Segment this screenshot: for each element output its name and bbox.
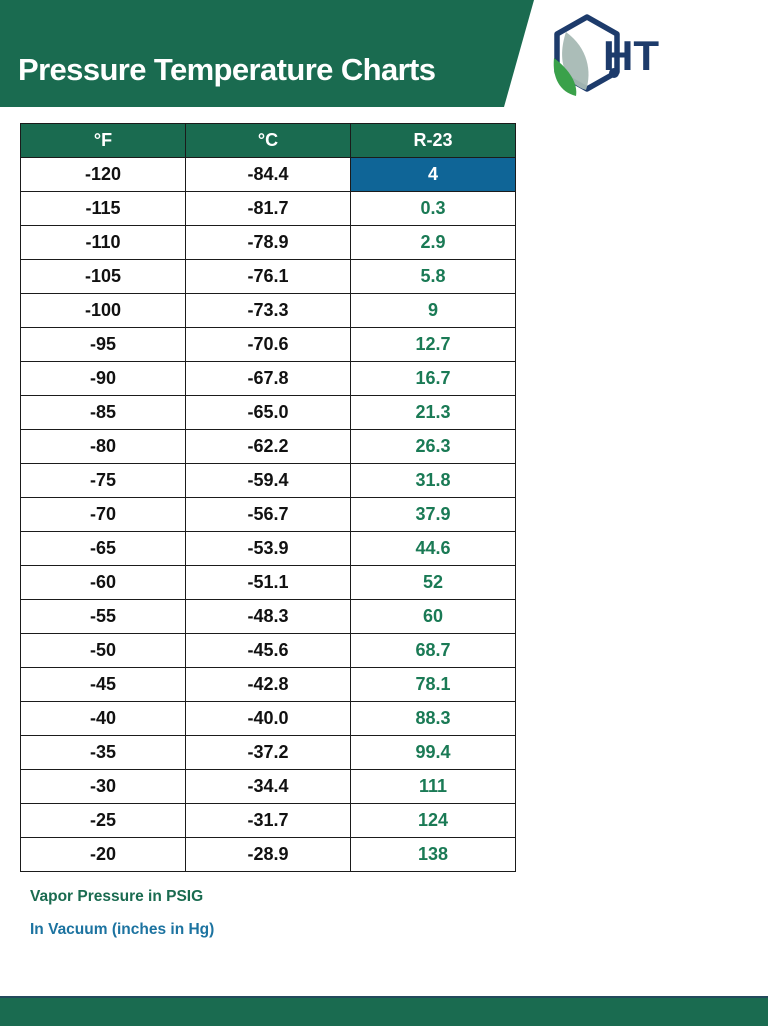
cell-celsius: -51.1: [185, 565, 351, 600]
cell-fahrenheit: -25: [20, 803, 186, 838]
cell-celsius: -65.0: [185, 395, 351, 430]
table-row: -95 -70.6 12.7: [20, 327, 516, 362]
cell-pressure: 44.6: [350, 531, 516, 566]
cell-celsius: -67.8: [185, 361, 351, 396]
cell-celsius: -34.4: [185, 769, 351, 804]
cell-celsius: -56.7: [185, 497, 351, 532]
cell-fahrenheit: -20: [20, 837, 186, 872]
cell-fahrenheit: -85: [20, 395, 186, 430]
table-row: -65 -53.9 44.6: [20, 531, 516, 566]
cell-fahrenheit: -75: [20, 463, 186, 498]
table-header-row: °F °C R-23: [20, 123, 516, 158]
cell-fahrenheit: -45: [20, 667, 186, 702]
table-row: -35 -37.2 99.4: [20, 735, 516, 770]
table-row: -80 -62.2 26.3: [20, 429, 516, 464]
cell-fahrenheit: -55: [20, 599, 186, 634]
cell-fahrenheit: -80: [20, 429, 186, 464]
cell-celsius: -53.9: [185, 531, 351, 566]
cell-pressure: 0.3: [350, 191, 516, 226]
company-logo: HT: [550, 10, 670, 105]
table-row: -110 -78.9 2.9: [20, 225, 516, 260]
cell-fahrenheit: -115: [20, 191, 186, 226]
cell-celsius: -84.4: [185, 157, 351, 192]
cell-fahrenheit: -95: [20, 327, 186, 362]
cell-pressure: 5.8: [350, 259, 516, 294]
pressure-temperature-table: °F °C R-23 -120 -84.4 4 -115 -81.7 0.3 -110 -78…: [20, 123, 516, 872]
cell-fahrenheit: -65: [20, 531, 186, 566]
cell-fahrenheit: -50: [20, 633, 186, 668]
table-row: -60 -51.1 52: [20, 565, 516, 600]
cell-pressure: 111: [350, 769, 516, 804]
cell-pressure: 37.9: [350, 497, 516, 532]
table-row: -120 -84.4 4: [20, 157, 516, 192]
cell-pressure: 16.7: [350, 361, 516, 396]
cell-celsius: -37.2: [185, 735, 351, 770]
cell-pressure: 124: [350, 803, 516, 838]
table-row: -75 -59.4 31.8: [20, 463, 516, 498]
cell-celsius: -45.6: [185, 633, 351, 668]
column-header-r23: R-23: [350, 123, 516, 158]
cell-pressure: 68.7: [350, 633, 516, 668]
vapor-pressure-note: Vapor Pressure in PSIG: [30, 888, 204, 905]
cell-pressure: 31.8: [350, 463, 516, 498]
cell-fahrenheit: -30: [20, 769, 186, 804]
table-row: -105 -76.1 5.8: [20, 259, 516, 294]
table-row: -85 -65.0 21.3: [20, 395, 516, 430]
cell-fahrenheit: -40: [20, 701, 186, 736]
table-row: -40 -40.0 88.3: [20, 701, 516, 736]
cell-pressure: 9: [350, 293, 516, 328]
cell-celsius: -31.7: [185, 803, 351, 838]
cell-celsius: -42.8: [185, 667, 351, 702]
table-row: -25 -31.7 124: [20, 803, 516, 838]
table-row: -30 -34.4 111: [20, 769, 516, 804]
table-row: -90 -67.8 16.7: [20, 361, 516, 396]
cell-pressure: 4: [350, 157, 516, 192]
table-row: -45 -42.8 78.1: [20, 667, 516, 702]
cell-pressure: 2.9: [350, 225, 516, 260]
cell-fahrenheit: -120: [20, 157, 186, 192]
cell-celsius: -70.6: [185, 327, 351, 362]
table-row: -50 -45.6 68.7: [20, 633, 516, 668]
cell-celsius: -28.9: [185, 837, 351, 872]
cell-pressure: 138: [350, 837, 516, 872]
footer-bar: [0, 996, 768, 1026]
cell-fahrenheit: -110: [20, 225, 186, 260]
table-row: -20 -28.9 138: [20, 837, 516, 872]
cell-pressure: 60: [350, 599, 516, 634]
table-row: -100 -73.3 9: [20, 293, 516, 328]
cell-pressure: 88.3: [350, 701, 516, 736]
cell-celsius: -59.4: [185, 463, 351, 498]
cell-pressure: 26.3: [350, 429, 516, 464]
column-header-celsius: °C: [185, 123, 351, 158]
cell-pressure: 78.1: [350, 667, 516, 702]
cell-celsius: -40.0: [185, 701, 351, 736]
cell-pressure: 52: [350, 565, 516, 600]
cell-fahrenheit: -35: [20, 735, 186, 770]
cell-fahrenheit: -70: [20, 497, 186, 532]
column-header-fahrenheit: °F: [20, 123, 186, 158]
cell-fahrenheit: -105: [20, 259, 186, 294]
cell-fahrenheit: -60: [20, 565, 186, 600]
cell-celsius: -78.9: [185, 225, 351, 260]
cell-pressure: 12.7: [350, 327, 516, 362]
vacuum-note: In Vacuum (inches in Hg): [30, 921, 215, 938]
cell-celsius: -81.7: [185, 191, 351, 226]
cell-pressure: 99.4: [350, 735, 516, 770]
cell-celsius: -73.3: [185, 293, 351, 328]
logo-text: HT: [603, 32, 659, 79]
cell-fahrenheit: -90: [20, 361, 186, 396]
table-row: -55 -48.3 60: [20, 599, 516, 634]
table-row: -70 -56.7 37.9: [20, 497, 516, 532]
cell-pressure: 21.3: [350, 395, 516, 430]
title-banner: [0, 0, 534, 107]
cell-celsius: -62.2: [185, 429, 351, 464]
table-row: -115 -81.7 0.3: [20, 191, 516, 226]
cell-celsius: -76.1: [185, 259, 351, 294]
cell-celsius: -48.3: [185, 599, 351, 634]
page-title: Pressure Temperature Charts: [18, 52, 436, 87]
cell-fahrenheit: -100: [20, 293, 186, 328]
